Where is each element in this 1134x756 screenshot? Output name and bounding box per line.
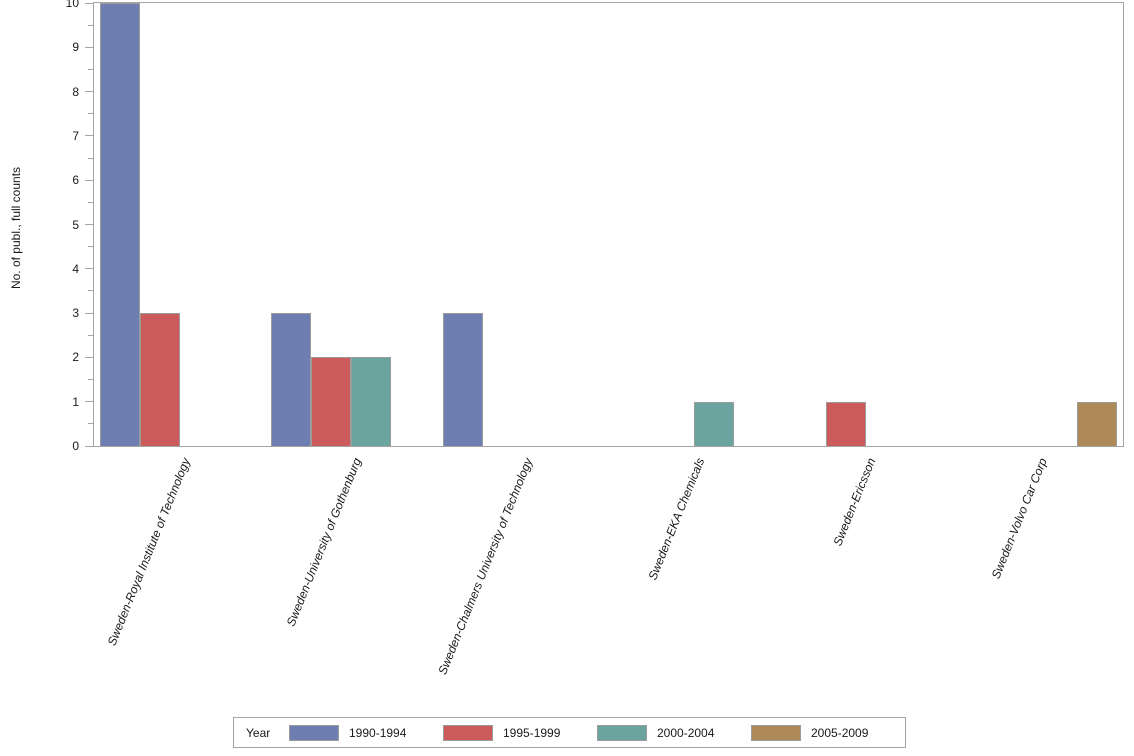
y-major-tick bbox=[85, 179, 93, 181]
legend-label: 1995-1999 bbox=[503, 725, 561, 740]
y-tick-label: 0 bbox=[72, 439, 79, 453]
x-category-label: Sweden-Royal Institute of Technology bbox=[104, 456, 193, 648]
y-major-tick bbox=[85, 356, 93, 358]
y-axis-title: No. of publ., full counts bbox=[9, 166, 23, 290]
y-tick-label: 10 bbox=[65, 0, 79, 10]
y-minor-tick bbox=[88, 68, 93, 70]
legend-items: 1990-1994 1995-1999 2000-2004 2005-2009 bbox=[289, 724, 905, 741]
x-category-label: Sweden-EKA Chemicals bbox=[645, 456, 708, 583]
legend-title: Year bbox=[246, 725, 271, 740]
y-minor-tick bbox=[88, 246, 93, 248]
bar bbox=[140, 313, 180, 446]
y-minor-tick bbox=[88, 157, 93, 159]
y-major-tick bbox=[85, 135, 93, 137]
legend-swatch bbox=[443, 724, 493, 741]
y-tick-label: 7 bbox=[72, 128, 79, 143]
y-major-tick bbox=[85, 224, 93, 225]
y-tick-label: 5 bbox=[72, 217, 79, 232]
legend-label: 1990-1994 bbox=[349, 725, 407, 740]
legend-swatch bbox=[289, 724, 339, 741]
y-minor-tick bbox=[88, 24, 93, 26]
legend-item: 2000-2004 bbox=[597, 724, 751, 741]
legend-item: 2005-2009 bbox=[751, 724, 905, 741]
y-tick-label: 8 bbox=[72, 84, 79, 99]
y-minor-tick bbox=[88, 113, 93, 115]
bar bbox=[271, 313, 311, 446]
bar bbox=[100, 3, 140, 446]
legend: Year 1990-1994 1995-1999 2000-2004 2005-200… bbox=[233, 717, 906, 748]
y-minor-tick bbox=[88, 379, 93, 381]
legend-swatch bbox=[751, 724, 801, 741]
y-major-tick bbox=[85, 445, 93, 447]
legend-item: 1995-1999 bbox=[443, 724, 597, 741]
y-major-tick bbox=[85, 91, 93, 93]
legend-swatch bbox=[597, 724, 647, 741]
bar bbox=[351, 357, 391, 446]
y-major-tick bbox=[85, 312, 93, 314]
x-category-label: Sweden-University of Gothenburg bbox=[283, 456, 365, 629]
y-tick-label: 1 bbox=[72, 394, 79, 409]
legend-label: 2000-2004 bbox=[657, 725, 715, 740]
y-major-tick bbox=[85, 46, 93, 48]
y-major-tick bbox=[85, 268, 93, 270]
y-minor-tick bbox=[88, 423, 93, 425]
x-category-label: Sweden-Ericsson bbox=[830, 456, 879, 548]
bar bbox=[1077, 402, 1117, 446]
y-major-tick bbox=[85, 401, 93, 403]
x-category-label: Sweden-Chalmers University of Technology bbox=[435, 456, 536, 677]
y-minor-tick bbox=[88, 201, 93, 203]
y-tick-label: 3 bbox=[72, 306, 79, 321]
y-tick-label: 4 bbox=[72, 261, 79, 276]
legend-item: 1990-1994 bbox=[289, 724, 443, 741]
legend-label: 2005-2009 bbox=[811, 725, 869, 740]
bar bbox=[311, 357, 351, 446]
plot-area bbox=[93, 2, 1124, 447]
y-tick-label: 9 bbox=[72, 40, 79, 55]
bar bbox=[826, 402, 866, 446]
y-minor-tick bbox=[88, 334, 93, 336]
y-tick-label: 2 bbox=[72, 350, 79, 365]
bar bbox=[694, 402, 734, 446]
y-tick-label: 6 bbox=[72, 173, 79, 188]
bar bbox=[443, 313, 483, 446]
y-major-tick bbox=[85, 2, 93, 4]
x-category-label: Sweden-Volvo Car Corp bbox=[988, 456, 1051, 581]
y-minor-tick bbox=[88, 290, 93, 292]
